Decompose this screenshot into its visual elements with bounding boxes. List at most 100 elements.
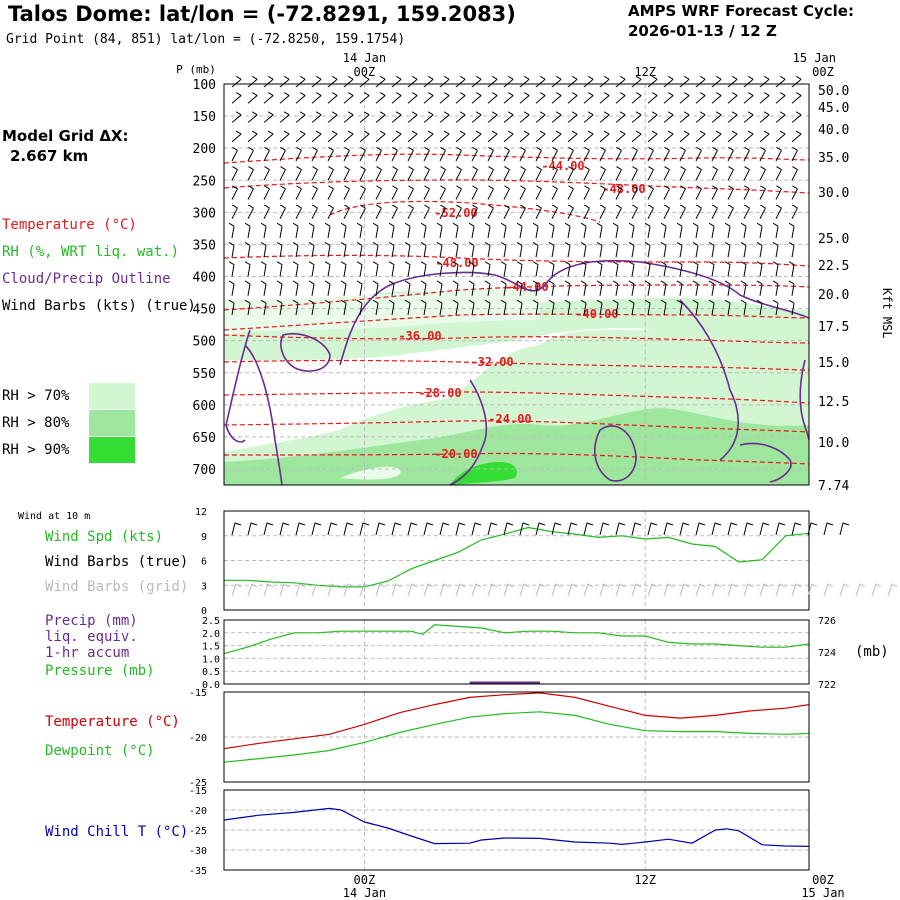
wind-barb <box>519 111 530 123</box>
wind-barb <box>423 185 430 200</box>
wind-barb <box>743 130 754 143</box>
wind-barb <box>740 241 747 258</box>
wind-barb <box>663 146 670 162</box>
wind-barb <box>695 185 702 200</box>
legend-dewpoint: Dewpoint (°C) <box>45 743 155 759</box>
wind-barb <box>743 204 750 219</box>
wind-barb <box>356 280 363 296</box>
wind-barb <box>615 92 626 104</box>
wind-barb <box>279 92 290 104</box>
wind-barb <box>500 222 507 239</box>
wind-barb <box>263 75 274 88</box>
wind-barb <box>356 299 363 316</box>
surface-wind-barb <box>551 522 562 536</box>
wind-barb <box>663 130 674 143</box>
wind-barb <box>756 261 763 277</box>
wind-barb <box>391 146 398 162</box>
wind-barb <box>519 75 530 88</box>
wind-barb <box>359 75 370 88</box>
wind-barb <box>343 185 350 200</box>
grid-wind-barb <box>743 583 754 597</box>
wind-barb <box>356 222 363 239</box>
wind-barb <box>788 241 795 258</box>
wind-barb <box>503 146 510 162</box>
wind-barb <box>503 204 510 219</box>
wind-barb <box>404 299 411 316</box>
wind-barb <box>724 261 731 277</box>
wind-barb <box>279 75 290 88</box>
legend-precip: Precip (mm) <box>45 613 138 629</box>
wind-barb <box>471 75 482 88</box>
wind-barb <box>343 75 354 88</box>
wind-barb <box>580 222 587 239</box>
wind-barb <box>327 185 334 200</box>
wind-barb <box>532 241 539 258</box>
wind-barb <box>455 130 466 143</box>
wind-barb <box>791 204 798 219</box>
legend-rh: RH (%, WRT liq. wat.) <box>2 244 180 260</box>
surface-wind-barb <box>407 522 418 536</box>
kft-msl-label: Kft MSL <box>880 288 894 339</box>
wind-barb <box>788 261 795 277</box>
wind-barb <box>791 92 802 104</box>
wind-barb <box>228 261 235 277</box>
legend-rh80: RH > 80% <box>2 415 70 431</box>
wind-barb <box>391 204 398 219</box>
surface-wind-barb <box>487 522 498 536</box>
surface-wind-barb <box>519 522 530 536</box>
wind-barb <box>548 261 555 277</box>
pressure-tick-label: 100 <box>193 78 216 93</box>
wind-barb <box>548 241 555 258</box>
temperature-panel-tick-label: -25 <box>189 778 207 789</box>
wind-barb <box>295 185 302 200</box>
surface-wind-barb <box>743 522 754 536</box>
wind-barb <box>615 111 626 123</box>
surface-wind-barb <box>279 522 290 536</box>
wind-barb <box>788 222 795 239</box>
cross-section-frame <box>223 83 810 486</box>
wind-barb <box>407 92 418 104</box>
wind-barb <box>228 241 235 258</box>
wind-barb <box>596 222 603 239</box>
wind-barb <box>647 111 658 123</box>
wind-barb <box>692 261 699 277</box>
wind-barb <box>660 261 667 277</box>
wind-barb <box>263 166 270 181</box>
wind-barb <box>519 166 526 181</box>
altitude-tick-label: 35.0 <box>818 151 849 166</box>
wind-barb <box>596 241 603 258</box>
wind-barb <box>343 166 350 181</box>
top-date-label: 15 Jan <box>793 51 836 65</box>
grid-wind-barb <box>599 583 610 597</box>
wind-barb <box>359 204 366 219</box>
temperature-contour <box>223 391 810 404</box>
wind-10m-label: Wind at 10 m <box>18 511 91 522</box>
wind-barb <box>231 204 238 219</box>
pressure-tick-label: 300 <box>193 206 216 221</box>
surface-wind-barb <box>535 522 546 536</box>
temperature-series <box>223 692 810 750</box>
wind-barb <box>692 280 699 296</box>
wind-barb <box>327 204 334 219</box>
temperature-contour-label: -48.00 <box>602 182 645 196</box>
wind-barb <box>308 280 315 296</box>
wind-barb <box>327 92 338 104</box>
wind-barb <box>644 241 651 258</box>
model-grid-value: 2.667 km <box>10 147 89 165</box>
wind-barb <box>727 111 738 123</box>
wind-barb <box>759 111 770 123</box>
wind-barb <box>468 222 475 239</box>
wind-barb <box>727 92 738 104</box>
wind-barb <box>775 111 786 123</box>
windchill-panel-tick-label: -15 <box>189 786 207 797</box>
wind-barb <box>372 299 379 316</box>
grid-wind-barb <box>631 583 642 597</box>
wind-barb <box>324 241 331 258</box>
wind-barb <box>615 204 622 219</box>
wind-barb <box>644 280 651 296</box>
wind-barb <box>372 222 379 239</box>
wind-barb <box>708 299 715 316</box>
wind-panel-tick-label: 9 <box>201 532 207 543</box>
wind-barb <box>228 222 235 239</box>
wind-barb <box>583 130 594 143</box>
